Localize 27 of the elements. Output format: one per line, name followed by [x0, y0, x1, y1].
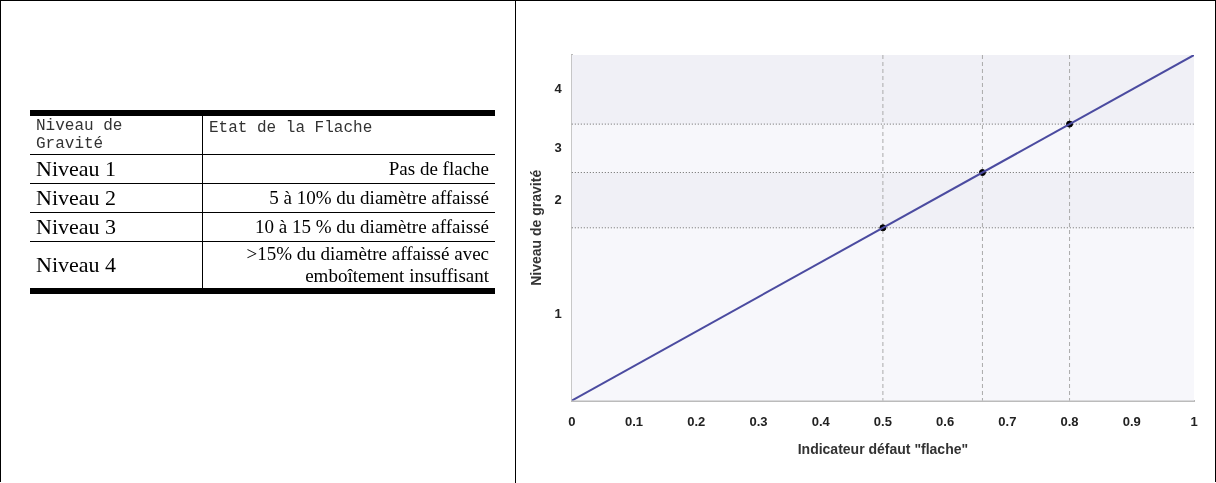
y-axis-title: Niveau de gravité	[528, 169, 545, 286]
text: Etat de la Flache	[208, 118, 374, 139]
x-tick-label: 0.4	[811, 413, 831, 429]
text: Pas de flache	[202, 154, 495, 184]
x-tick-label: 0.6	[936, 413, 955, 429]
band-label: 3	[554, 139, 562, 155]
band-label: 4	[554, 81, 563, 97]
text: Niveau 2	[30, 183, 203, 213]
text: Niveau 4	[30, 241, 203, 291]
band-label: 2	[554, 191, 562, 207]
x-tick-label: 0.3	[749, 413, 768, 429]
text: 10 à 15 % du diamètre affaissé	[202, 212, 495, 242]
x-tick-label: 0.7	[998, 413, 1017, 429]
x-axis-title: Indicateur défaut "flache"	[797, 441, 969, 458]
x-tick-label: 1	[1190, 413, 1198, 429]
x-tick-label: 0.8	[1060, 413, 1079, 429]
x-tick-label: 0	[568, 413, 576, 429]
x-tick-label: 0.1	[624, 413, 644, 429]
text: 5 à 10% du diamètre affaissé	[202, 183, 495, 213]
x-tick-label: 0.2	[687, 413, 706, 429]
text: >15% du diamètre affaissé avec emboîtement insuffisant	[202, 241, 495, 291]
text: Niveau de Gravité	[30, 113, 203, 155]
x-tick-label: 0.9	[1122, 413, 1141, 429]
x-tick-label: 0.5	[873, 413, 892, 429]
text: Niveau 1	[30, 154, 203, 184]
band-label: 1	[554, 305, 562, 321]
text: Niveau 3	[30, 212, 203, 242]
